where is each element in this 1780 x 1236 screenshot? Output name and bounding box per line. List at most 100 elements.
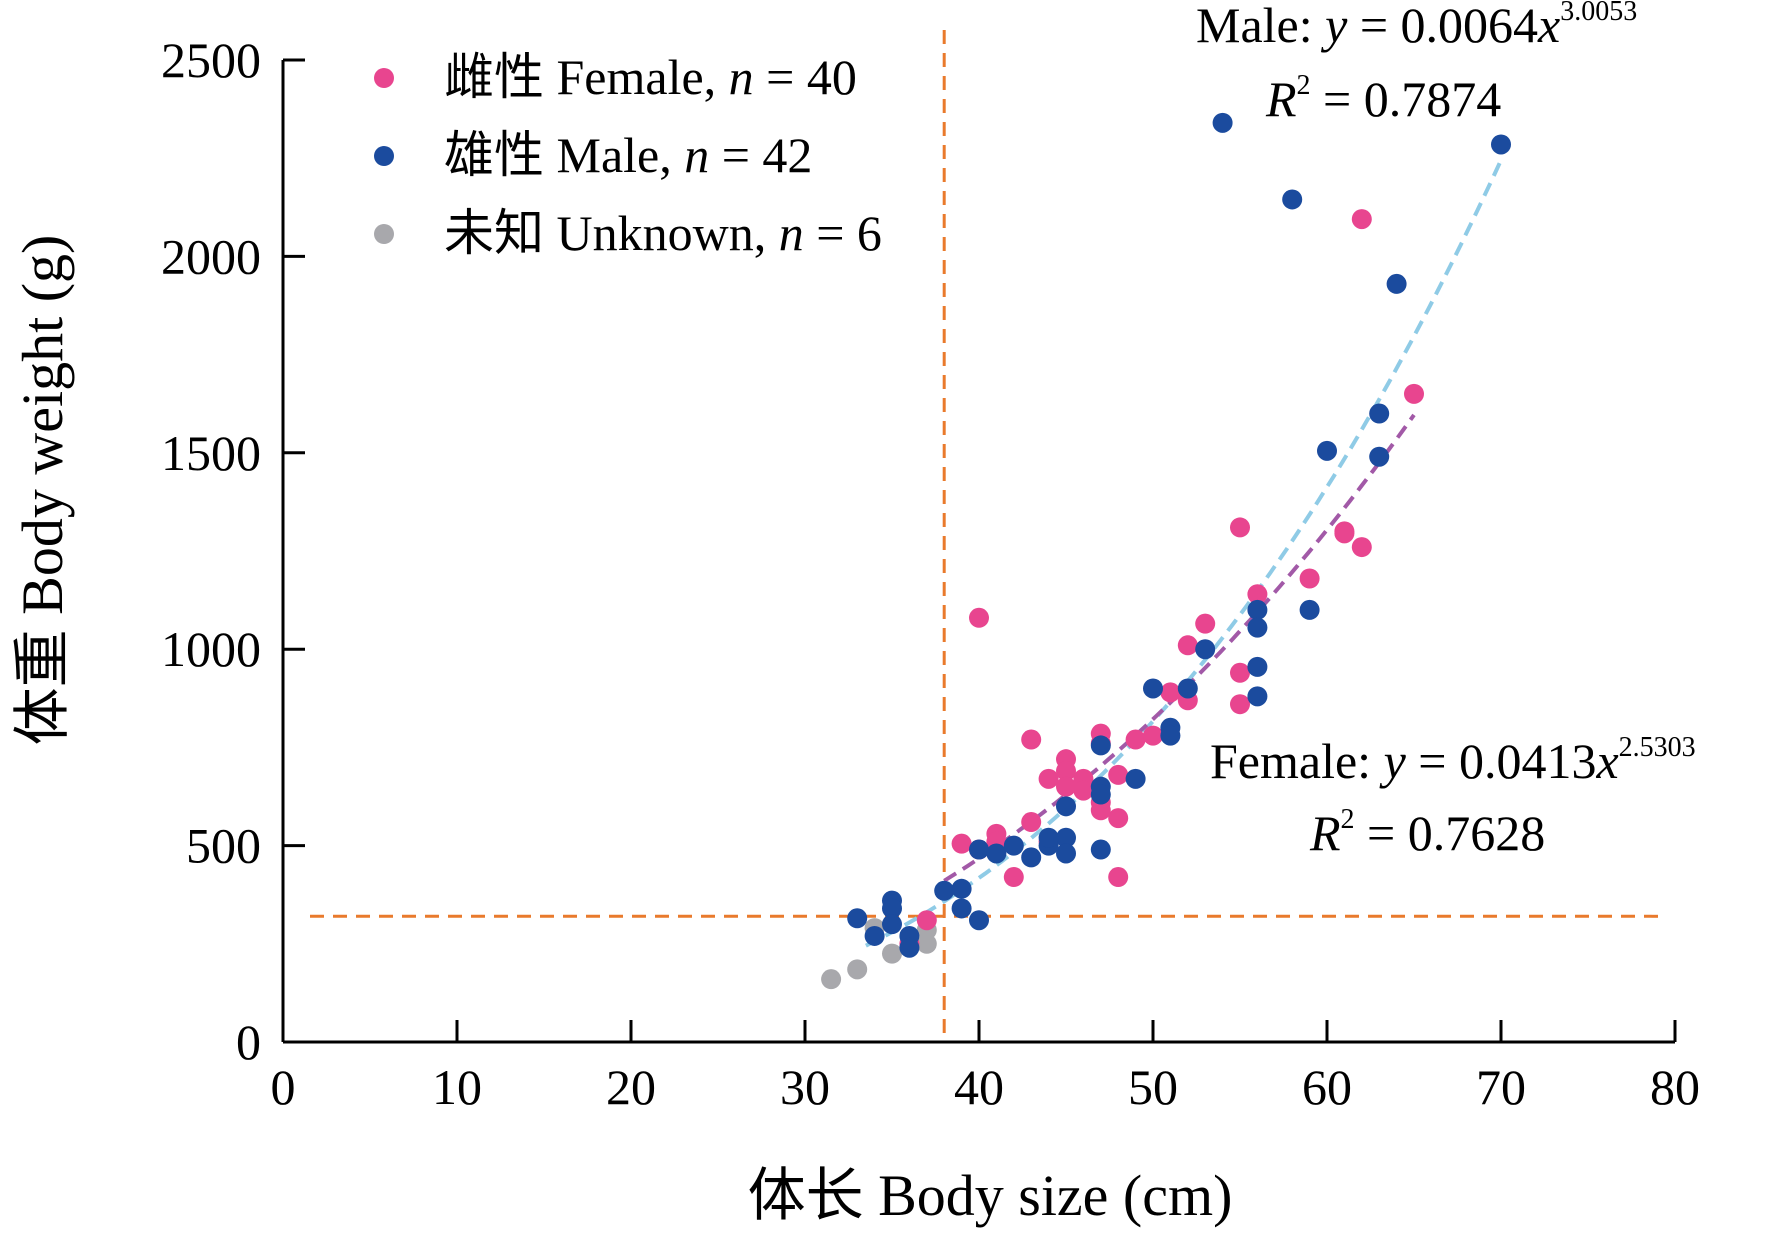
legend-label-female: 雌性 Female, n = 40	[444, 49, 857, 105]
data-point-female	[1299, 568, 1320, 589]
data-point-male	[1125, 768, 1146, 789]
data-point-female	[1125, 729, 1146, 750]
data-point-male	[1056, 843, 1076, 864]
data-point-male	[1056, 796, 1076, 817]
data-point-male	[1282, 189, 1303, 210]
data-point-male	[1003, 835, 1024, 856]
female-equation: Female: y = 0.0413x2.5303	[1210, 732, 1696, 789]
data-point-female	[1334, 523, 1355, 544]
data-point-unknown	[821, 969, 842, 990]
data-point-female	[1108, 764, 1129, 785]
data-point-male	[1090, 784, 1111, 805]
data-point-male	[1386, 273, 1407, 294]
data-point-male	[1090, 839, 1111, 860]
data-point-male	[1369, 403, 1390, 424]
data-point-male	[969, 910, 989, 931]
data-point-female	[951, 833, 972, 854]
data-point-male	[986, 843, 1007, 864]
data-point-male	[1056, 827, 1076, 848]
data-point-male	[1317, 440, 1337, 461]
data-point-unknown	[847, 959, 868, 980]
data-point-male	[1299, 599, 1320, 620]
data-point-female	[969, 607, 989, 628]
data-point-female	[1230, 517, 1250, 538]
data-point-female	[1056, 760, 1076, 781]
y-axis-title: 体重 Body weight (g)	[10, 235, 75, 746]
data-point-male	[969, 839, 989, 860]
x-axis-title: 体长 Body size (cm)	[748, 1163, 1233, 1228]
data-point-female	[1090, 800, 1111, 821]
y-tick-label: 0	[236, 1014, 261, 1070]
data-point-female	[1073, 780, 1094, 801]
data-point-male	[1090, 735, 1111, 756]
data-point-male	[882, 898, 902, 919]
data-point-male	[951, 878, 972, 899]
data-point-female	[1177, 635, 1198, 656]
y-tick-label: 500	[186, 818, 261, 874]
data-point-male	[1247, 617, 1268, 638]
data-point-male	[899, 937, 920, 958]
data-point-male	[1143, 678, 1163, 699]
data-point-female	[1108, 808, 1129, 829]
data-point-female	[1143, 725, 1163, 746]
legend-label-unknown: 未知 Unknown, n = 6	[444, 205, 882, 261]
data-point-male	[847, 908, 868, 929]
x-tick-label: 70	[1476, 1059, 1526, 1115]
data-point-unknown	[916, 933, 937, 954]
data-point-female	[1038, 768, 1059, 789]
legend-marker-male	[374, 146, 394, 166]
axes	[281, 58, 1677, 1044]
data-point-male	[882, 914, 902, 935]
data-point-female	[1021, 729, 1042, 750]
x-tick-label: 10	[432, 1059, 482, 1115]
legend: 雌性 Female, n = 40 雄性 Male, n = 42 未知 Unk…	[374, 49, 882, 261]
legend-marker-female	[374, 68, 394, 88]
data-point-male	[864, 925, 885, 946]
female-r-squared: R2 = 0.7628	[1309, 804, 1545, 861]
x-tick-label: 60	[1302, 1059, 1352, 1115]
data-point-male	[1369, 446, 1390, 467]
x-tick-label: 30	[780, 1059, 830, 1115]
legend-marker-unknown	[374, 224, 394, 244]
y-tick-label: 2000	[161, 228, 261, 284]
data-point-male	[934, 880, 955, 901]
data-point-male	[1021, 847, 1042, 868]
data-point-female	[1056, 776, 1076, 797]
female-fit-curve	[943, 413, 1416, 883]
data-point-male	[1195, 639, 1216, 660]
tick-labels: 0 10 20 30 40 50 60 70 80 0 500 1000 1500 2000 2500	[161, 32, 1700, 1115]
x-tick-label: 50	[1128, 1059, 1178, 1115]
fit-curves	[864, 159, 1503, 948]
data-point-female	[1230, 662, 1250, 683]
y-tick-label: 1500	[161, 425, 261, 481]
data-point-unknown	[882, 943, 902, 964]
male-equation: Male: y = 0.0064x3.0053	[1196, 0, 1637, 53]
x-tick-label: 80	[1650, 1059, 1700, 1115]
data-point-female	[1351, 209, 1372, 230]
data-points	[821, 112, 1511, 990]
data-point-male	[1212, 112, 1233, 133]
data-point-female	[1021, 812, 1042, 833]
data-point-male	[1247, 656, 1268, 677]
data-point-male	[1177, 678, 1198, 699]
y-tick-label: 1000	[161, 621, 261, 677]
data-point-male	[951, 898, 972, 919]
data-point-male	[1247, 599, 1268, 620]
data-point-female	[916, 910, 937, 931]
legend-label-male: 雄性 Male, n = 42	[444, 127, 812, 183]
data-point-female	[1108, 867, 1129, 888]
data-point-male	[1247, 686, 1268, 707]
data-point-female	[1247, 584, 1268, 605]
data-point-female	[1351, 537, 1372, 558]
x-tick-label: 0	[271, 1059, 296, 1115]
x-tick-label: 20	[606, 1059, 656, 1115]
data-point-female	[1195, 613, 1216, 634]
data-point-male	[1160, 725, 1181, 746]
male-r-squared: R2 = 0.7874	[1265, 70, 1501, 127]
data-point-female	[1003, 867, 1024, 888]
data-point-female	[1160, 682, 1181, 703]
data-point-male	[1038, 827, 1059, 848]
male-fit-curve	[864, 159, 1503, 948]
